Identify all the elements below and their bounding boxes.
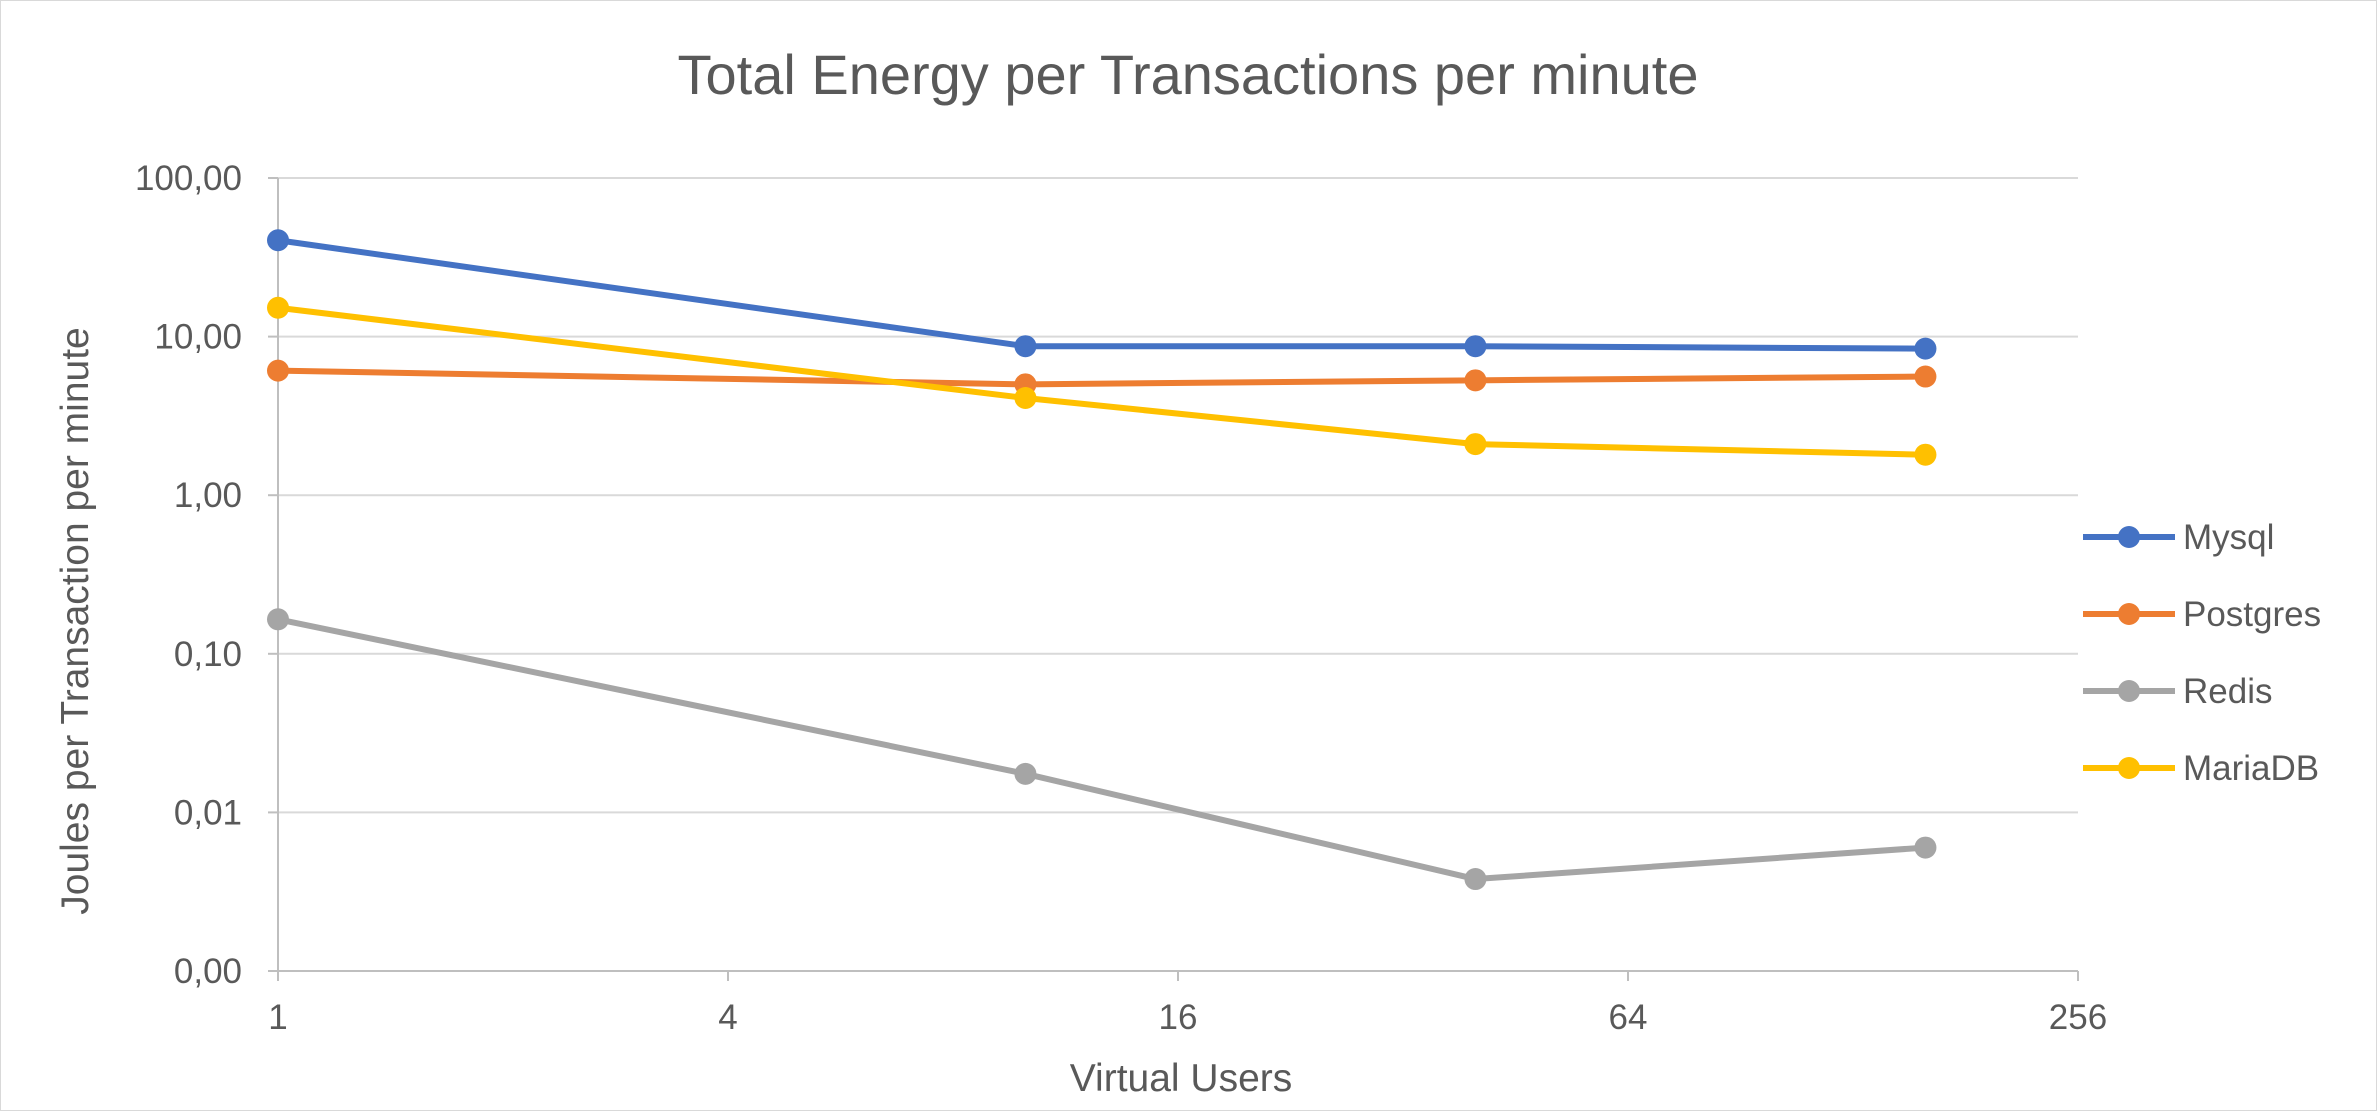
- series-line-redis: [275, 616, 1929, 883]
- y-tick-label-1: 0,01: [174, 793, 242, 832]
- legend-item-mariadb: MariaDB: [2083, 749, 2319, 788]
- series-line-mariadb: [275, 304, 1929, 458]
- data-point-redis-0: [267, 608, 289, 631]
- x-tick-label-2: 16: [1159, 998, 1198, 1037]
- series-line-mysql: [275, 237, 1929, 352]
- legend-marker-mysql: [2118, 526, 2140, 548]
- data-point-redis-3: [1914, 836, 1937, 859]
- data-point-mysql-1: [1014, 335, 1037, 358]
- series-postgres: [267, 359, 1937, 396]
- x-tick-label-3: 64: [1609, 998, 1648, 1037]
- data-point-mariadb-1: [1014, 387, 1037, 410]
- data-point-postgres-3: [1914, 365, 1937, 388]
- y-tick-label-4: 10,00: [154, 318, 242, 357]
- legend-item-redis: Redis: [2083, 672, 2272, 711]
- legend-item-mysql: Mysql: [2083, 518, 2274, 557]
- y-tick-label-0: 0,00: [174, 952, 242, 991]
- legend-label-mysql: Mysql: [2183, 518, 2274, 557]
- y-axis-title: Joules per Transaction per minute: [54, 327, 97, 914]
- series-layer: [267, 229, 1937, 891]
- axes: 0,00 0,01 0,10 1,00 10,00 100,00 1 4 16 64 256: [135, 159, 2107, 1037]
- x-tick-label-4: 256: [2049, 998, 2107, 1037]
- x-tick-label-1: 4: [718, 998, 737, 1037]
- y-tick-label-3: 1,00: [174, 476, 242, 515]
- y-tick-label-2: 0,10: [174, 635, 242, 674]
- series-line-postgres: [275, 367, 1929, 388]
- legend-marker-postgres: [2118, 603, 2140, 625]
- legend-item-postgres: Postgres: [2083, 595, 2321, 634]
- data-point-redis-1: [1014, 762, 1037, 785]
- data-point-mariadb-0: [267, 296, 289, 319]
- legend-label-mariadb: MariaDB: [2183, 749, 2319, 788]
- data-point-mysql-2: [1464, 335, 1487, 358]
- legend-marker-redis: [2118, 680, 2140, 702]
- gridlines: [278, 177, 2078, 814]
- data-point-mariadb-2: [1464, 433, 1487, 456]
- data-point-mariadb-3: [1914, 443, 1937, 466]
- series-redis: [267, 608, 1937, 891]
- x-axis-title: Virtual Users: [1070, 1057, 1293, 1100]
- data-point-postgres-0: [267, 359, 289, 382]
- x-tick-label-0: 1: [268, 998, 287, 1037]
- series-mariadb: [267, 296, 1937, 466]
- data-point-postgres-2: [1464, 369, 1487, 392]
- data-point-mysql-0: [267, 229, 289, 252]
- data-point-mysql-3: [1914, 337, 1937, 360]
- data-point-redis-2: [1464, 868, 1487, 891]
- series-mysql: [267, 229, 1937, 360]
- chart-title: Total Energy per Transactions per minute: [678, 43, 1699, 106]
- legend-label-redis: Redis: [2183, 672, 2272, 711]
- legend: Mysql Postgres Redis MariaDB: [2083, 518, 2321, 788]
- legend-marker-mariadb: [2118, 757, 2140, 779]
- legend-label-postgres: Postgres: [2183, 595, 2321, 634]
- y-tick-label-5: 100,00: [135, 159, 242, 198]
